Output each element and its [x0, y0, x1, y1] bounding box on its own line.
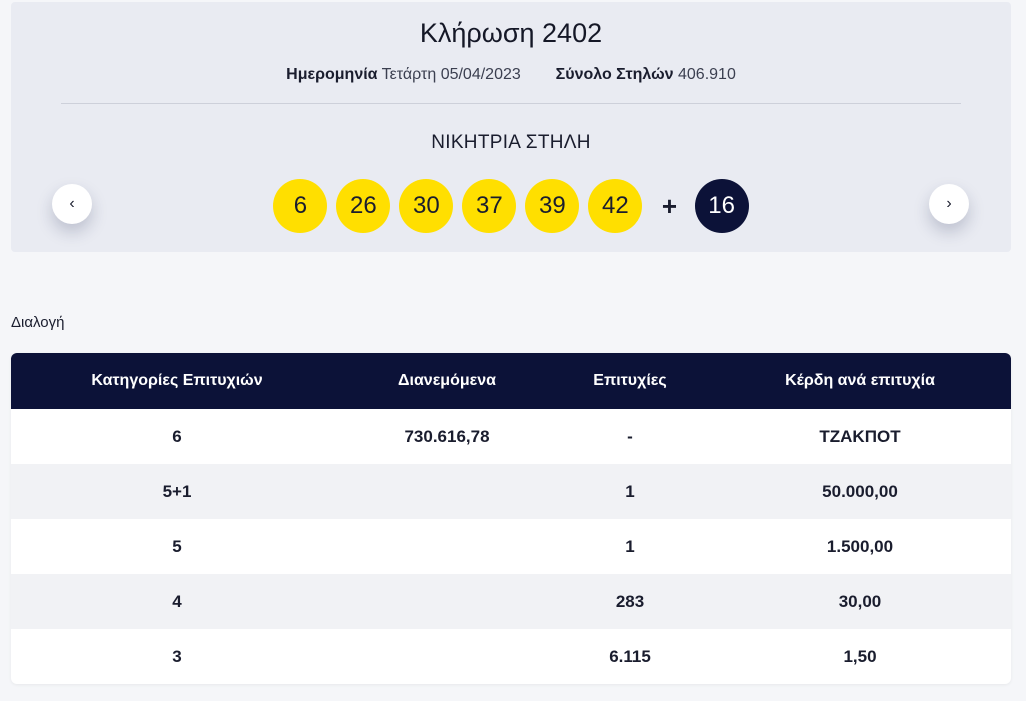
distributed-cell [343, 464, 551, 519]
next-draw-button[interactable]: › [929, 184, 969, 224]
column-header: Επιτυχίες [593, 372, 667, 389]
number-ball: 30 [399, 179, 454, 233]
table-row: 5+1 1 50.000,00 [11, 464, 1011, 519]
prize-cell: 50.000,00 [822, 481, 898, 501]
column-header: Διανεμόμενα [398, 372, 496, 389]
distributed-cell [343, 519, 551, 574]
number-ball: 37 [462, 179, 517, 233]
date-value: Τετάρτη 05/04/2023 [381, 66, 521, 83]
table-header-row: Κατηγορίες Επιτυχιών Διανεμόμενα Επιτυχί… [11, 353, 1011, 409]
prize-cell: ΤΖΑΚΠΟΤ [819, 426, 901, 446]
winners-cell: 6.115 [609, 646, 651, 666]
number-ball: 42 [588, 179, 643, 233]
plus-sign: + [661, 190, 678, 221]
results-table: Κατηγορίες Επιτυχιών Διανεμόμενα Επιτυχί… [11, 353, 1011, 684]
winners-cell: 1 [625, 481, 635, 501]
total-columns-value: 406.910 [678, 66, 736, 83]
category-cell: 6 [172, 426, 182, 446]
number-ball: 26 [336, 179, 391, 233]
prize-cell: 1.500,00 [826, 536, 894, 556]
draw-card: Κλήρωση 2402 Ημερομηνία Τετάρτη 05/04/20… [11, 2, 1011, 252]
distributed-cell [343, 629, 551, 684]
table-row: 5 1 1.500,00 [11, 519, 1011, 574]
table-row: 4 283 30,00 [11, 574, 1011, 629]
winners-cell: 1 [625, 536, 635, 556]
draw-meta: Ημερομηνία Τετάρτη 05/04/2023 Σύνολο Στη… [11, 66, 1011, 84]
prize-cell: 1,50 [843, 646, 877, 666]
prize-cell: 30,00 [838, 591, 882, 611]
category-cell: 4 [172, 591, 182, 611]
table-row: 3 6.115 1,50 [11, 629, 1011, 684]
previous-draw-button[interactable]: ‹ [52, 184, 92, 224]
chevron-right-icon: › [946, 195, 952, 212]
divider [61, 103, 961, 104]
category-cell: 5 [172, 536, 182, 556]
number-ball: 6 [273, 179, 328, 233]
section-label: Διαλογή [11, 314, 65, 331]
number-ball: 39 [525, 179, 580, 233]
total-columns-label: Σύνολο Στηλών [555, 66, 674, 83]
distributed-cell: 730.616,78 [404, 426, 490, 446]
column-header: Κέρδη ανά επιτυχία [785, 372, 935, 389]
chevron-left-icon: ‹ [69, 195, 75, 212]
joker-ball: 16 [694, 179, 749, 233]
date-label: Ημερομηνία [286, 66, 378, 83]
winning-column-title: ΝΙΚΗΤΡΙΑ ΣΤΗΛΗ [431, 132, 591, 153]
draw-title: Κλήρωση 2402 [419, 18, 603, 48]
category-cell: 3 [172, 646, 182, 666]
winning-numbers: 6 26 30 37 39 42 + 16 [11, 179, 1011, 233]
category-cell: 5+1 [162, 481, 192, 501]
table-row: 6 730.616,78 - ΤΖΑΚΠΟΤ [11, 409, 1011, 464]
column-header: Κατηγορίες Επιτυχιών [91, 372, 263, 389]
distributed-cell [343, 574, 551, 629]
winners-cell: - [627, 426, 633, 446]
winners-cell: 283 [615, 591, 645, 611]
